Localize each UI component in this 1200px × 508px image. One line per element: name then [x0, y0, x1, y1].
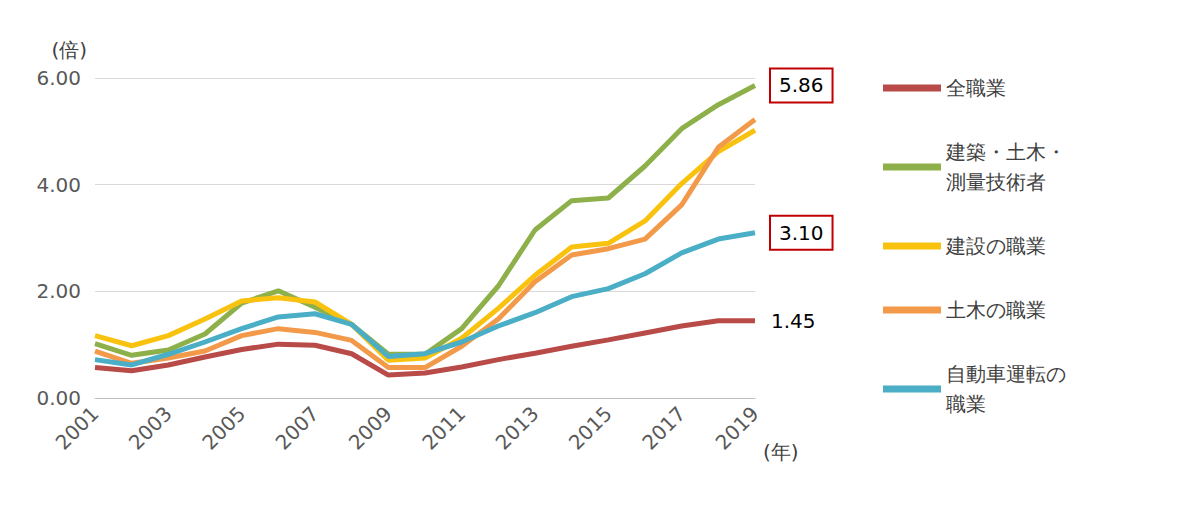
- svg-text:2007: 2007: [271, 402, 324, 455]
- svg-text:土木の職業: 土木の職業: [946, 298, 1046, 322]
- svg-text:2003: 2003: [124, 402, 177, 455]
- svg-text:建設の職業: 建設の職業: [945, 234, 1046, 258]
- svg-text:2013: 2013: [491, 402, 544, 455]
- svg-text:2011: 2011: [417, 402, 470, 455]
- svg-text:2009: 2009: [344, 402, 397, 455]
- svg-text:建築・土木・: 建築・土木・: [945, 140, 1066, 164]
- svg-text:1.45: 1.45: [771, 309, 816, 333]
- svg-text:職業: 職業: [946, 392, 986, 416]
- svg-text:0.00: 0.00: [36, 386, 81, 410]
- svg-text:(倍): (倍): [51, 38, 87, 62]
- svg-text:2017: 2017: [637, 402, 690, 455]
- svg-text:6.00: 6.00: [36, 66, 81, 90]
- svg-text:2019: 2019: [711, 402, 764, 455]
- svg-text:3.10: 3.10: [779, 221, 824, 245]
- svg-text:自動車運転の: 自動車運転の: [946, 362, 1066, 386]
- svg-text:全職業: 全職業: [946, 76, 1006, 100]
- svg-text:2005: 2005: [197, 402, 250, 455]
- svg-text:2.00: 2.00: [36, 279, 81, 303]
- svg-text:(年): (年): [763, 440, 799, 464]
- svg-text:2015: 2015: [564, 402, 617, 455]
- svg-text:測量技術者: 測量技術者: [946, 170, 1046, 194]
- svg-text:4.00: 4.00: [36, 173, 81, 197]
- svg-text:5.86: 5.86: [779, 73, 824, 97]
- svg-text:2001: 2001: [51, 402, 104, 455]
